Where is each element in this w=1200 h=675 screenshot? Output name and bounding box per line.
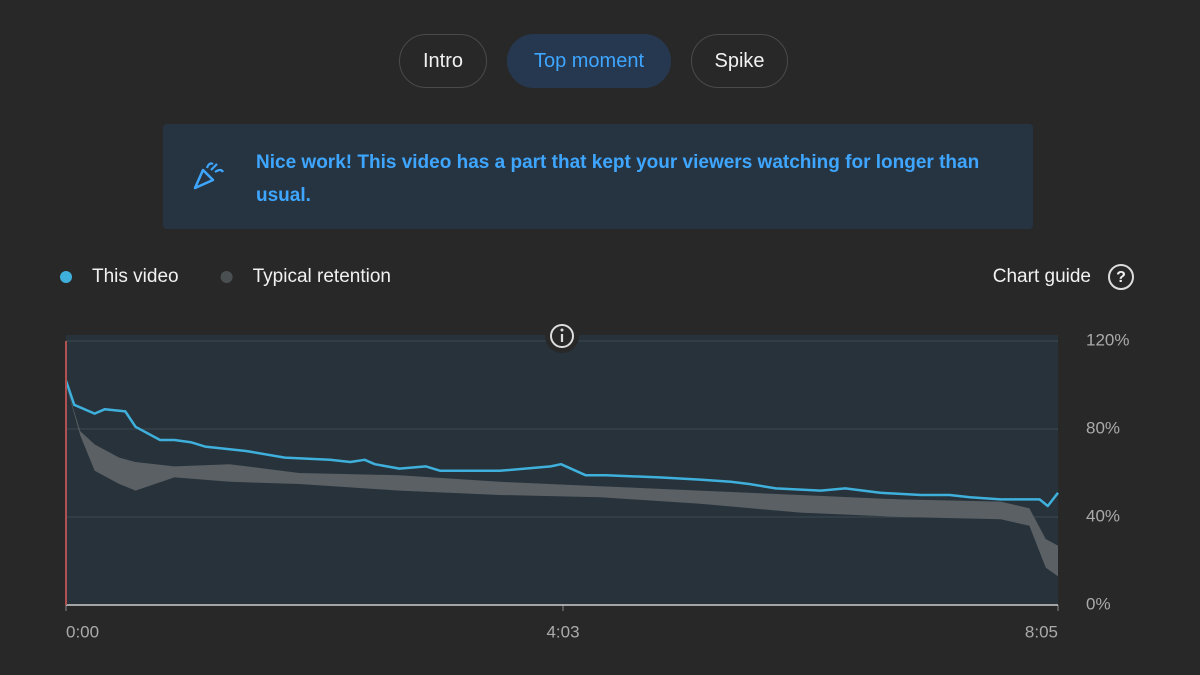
help-icon-glyph: ? <box>1116 269 1126 286</box>
y-tick-label: 80% <box>1086 418 1120 437</box>
y-tick-label: 120% <box>1086 330 1129 349</box>
banner-text: Nice work! This video has a part that ke… <box>256 152 980 206</box>
legend-label: Typical retention <box>253 266 391 287</box>
tab[interactable]: Intro <box>399 34 487 88</box>
tab[interactable]: Spike <box>691 34 788 88</box>
tab[interactable]: Top moment <box>507 34 671 88</box>
x-tick-label: 4:03 <box>546 622 579 641</box>
y-tick-label: 0% <box>1086 594 1111 613</box>
chart-guide[interactable]: Chart guide <box>993 266 1091 287</box>
x-tick-label: 0:00 <box>66 622 99 641</box>
retention-line <box>64 380 1059 508</box>
retention-band <box>66 385 1058 577</box>
legend-label: This video <box>92 266 179 287</box>
plot-area <box>66 335 1058 605</box>
banner: Nice work! This video has a part that ke… <box>163 124 1033 229</box>
legend-dot <box>60 271 72 283</box>
help-icon[interactable] <box>1108 264 1134 290</box>
info-icon <box>545 319 579 353</box>
info-icon-ring <box>550 324 574 348</box>
legend-dot <box>220 271 233 283</box>
x-tick-label: 8:05 <box>1025 622 1058 641</box>
y-tick-label: 40% <box>1086 506 1120 525</box>
info-icon-dot <box>560 328 564 332</box>
party-icon <box>193 162 224 190</box>
